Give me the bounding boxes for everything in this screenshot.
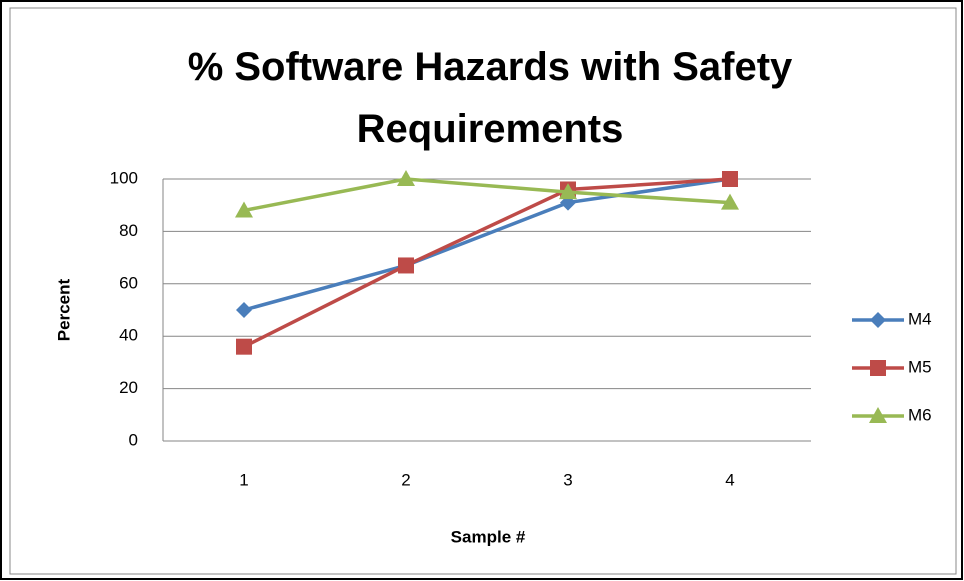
legend-label: M4 xyxy=(908,309,932,328)
marker xyxy=(870,360,886,376)
y-tick-label: 100 xyxy=(110,168,138,187)
marker xyxy=(722,171,738,187)
marker xyxy=(721,193,739,210)
marker xyxy=(398,257,414,274)
marker xyxy=(559,183,577,200)
y-tick-label: 80 xyxy=(119,221,138,240)
y-tick-label: 0 xyxy=(129,430,138,449)
y-axis-label: Percent xyxy=(54,278,73,341)
series-line xyxy=(243,177,731,349)
legend-label: M6 xyxy=(908,405,932,424)
marker xyxy=(235,201,253,218)
chart-frame xyxy=(9,7,957,575)
x-tick-label: 4 xyxy=(725,470,734,489)
x-tick-label: 1 xyxy=(239,470,248,489)
y-tick-label: 60 xyxy=(119,273,138,292)
marker xyxy=(236,302,252,318)
legend-label: M5 xyxy=(908,357,932,376)
x-axis-label: Sample # xyxy=(451,527,526,546)
x-tick-label: 2 xyxy=(401,470,410,489)
y-tick-label: 40 xyxy=(119,326,138,345)
series-line xyxy=(243,177,731,213)
marker xyxy=(870,312,886,328)
series-line xyxy=(243,177,731,312)
x-tick-label: 3 xyxy=(563,470,572,489)
marker xyxy=(869,407,887,423)
y-tick-label: 20 xyxy=(119,378,138,397)
marker xyxy=(236,338,252,355)
chart-title: % Software Hazards with Safety Requireme… xyxy=(187,45,793,151)
marker xyxy=(397,170,415,186)
